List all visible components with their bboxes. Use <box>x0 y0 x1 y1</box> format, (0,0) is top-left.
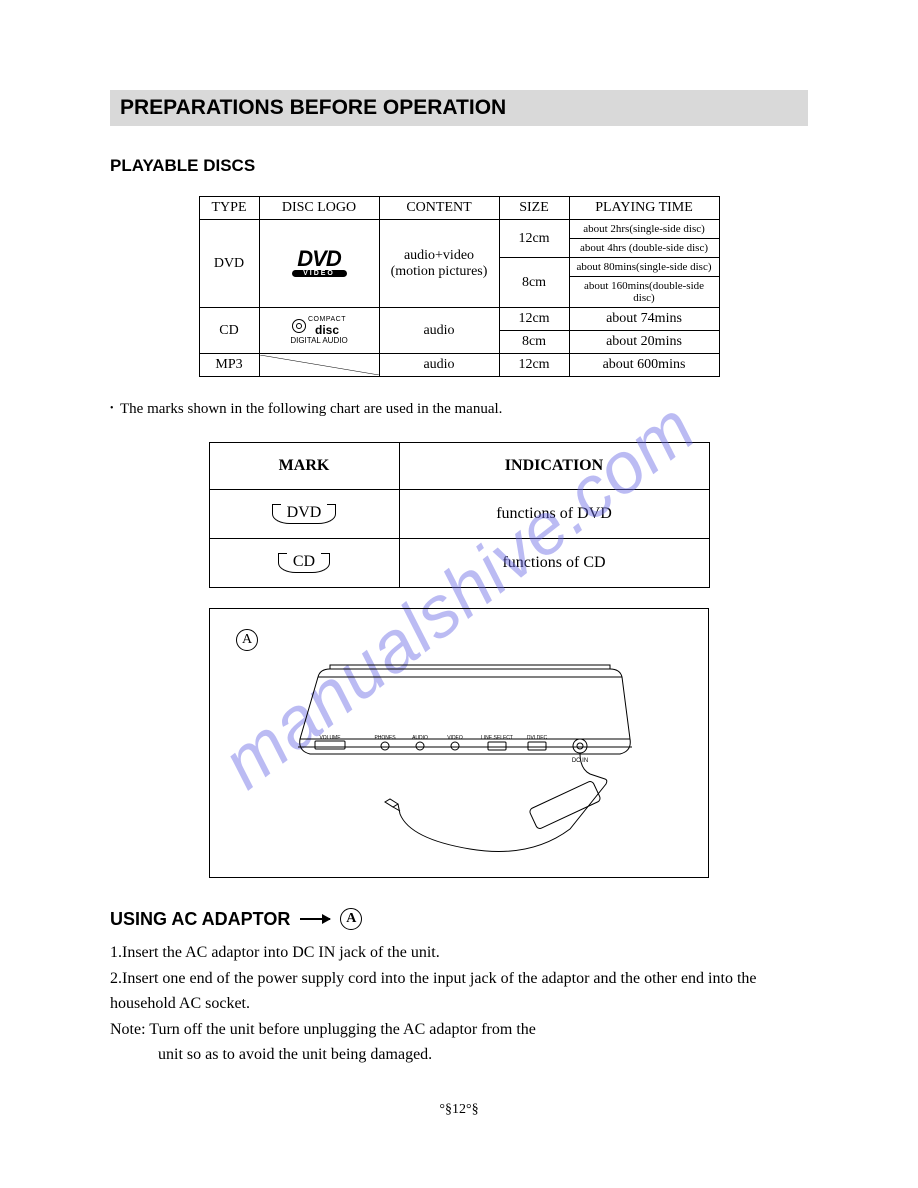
ac-adaptor-heading: USING AC ADAPTOR A <box>110 908 808 930</box>
dvd-time-8d: about 160mins(double-side disc) <box>569 277 719 308</box>
marker-a-icon: A <box>236 629 258 651</box>
cd-disc: disc <box>315 323 339 337</box>
cd-logo-cell: COMPACT disc DIGITAL AUDIO <box>259 308 379 354</box>
cd-size-12: 12cm <box>499 308 569 331</box>
label-lineselect: LINE SELECT <box>481 735 513 741</box>
step-1: 1.Insert the AC adaptor into DC IN jack … <box>110 940 808 966</box>
label-volume: VOLUME <box>319 735 341 741</box>
dvd-logo-text: DVD <box>297 246 340 271</box>
mark-table: MARK INDICATION DVD functions of DVD CD … <box>209 442 710 588</box>
label-audio: AUDIO <box>412 735 428 741</box>
th-logo: DISC LOGO <box>259 197 379 220</box>
dvd-time-8s: about 80mins(single-side disc) <box>569 258 719 277</box>
note-line-2: unit so as to avoid the unit being damag… <box>158 1042 808 1068</box>
mark-dvd: DVD <box>209 490 399 539</box>
cd-time-12: about 74mins <box>569 308 719 331</box>
note-text: The marks shown in the following chart a… <box>110 401 808 418</box>
dvd-time-12d: about 4hrs (double-side disc) <box>569 239 719 258</box>
device-diagram: A VOLUME PHONES AUDIO VIDEO LINE <box>209 608 709 878</box>
note-line-1: Note: Turn off the unit before unpluggin… <box>110 1017 808 1043</box>
slash-icon <box>260 355 379 375</box>
dvd-time-12s: about 2hrs(single-side disc) <box>569 220 719 239</box>
th-content: CONTENT <box>379 197 499 220</box>
label-phones: PHONES <box>374 735 396 741</box>
th-mark: MARK <box>209 443 399 490</box>
marker-a-ref-icon: A <box>340 908 362 930</box>
label-dvidec: DVI DEC <box>527 735 548 741</box>
arrow-icon <box>300 918 330 920</box>
mp3-size: 12cm <box>499 354 569 377</box>
cd-digital: DIGITAL AUDIO <box>266 337 373 346</box>
ind-cd: functions of CD <box>399 539 709 588</box>
playable-discs-heading: PLAYABLE DISCS <box>110 156 808 176</box>
label-dcin: DC IN <box>572 758 588 764</box>
label-video: VIDEO <box>447 735 463 741</box>
step-2: 2.Insert one end of the power supply cor… <box>110 966 808 1017</box>
th-type: TYPE <box>199 197 259 220</box>
dvd-size-8: 8cm <box>499 258 569 308</box>
cd-logo-icon: COMPACT disc DIGITAL AUDIO <box>266 315 373 346</box>
ac-heading-text: USING AC ADAPTOR <box>110 909 290 930</box>
mp3-time: about 600mins <box>569 354 719 377</box>
th-size: SIZE <box>499 197 569 220</box>
dvd-content: audio+video (motion pictures) <box>379 220 499 308</box>
th-time: PLAYING TIME <box>569 197 719 220</box>
ind-dvd: functions of DVD <box>399 490 709 539</box>
cd-content: audio <box>379 308 499 354</box>
cd-type: CD <box>199 308 259 354</box>
disc-icon <box>292 319 306 333</box>
dvd-player-icon: VOLUME PHONES AUDIO VIDEO LINE SELECT DV… <box>270 639 670 869</box>
disc-table: TYPE DISC LOGO CONTENT SIZE PLAYING TIME… <box>199 196 720 377</box>
cd-size-8: 8cm <box>499 331 569 354</box>
page-number: °§12°§ <box>0 1102 918 1118</box>
dvd-content-l1: audio+video <box>404 248 474 263</box>
mark-cd: CD <box>209 539 399 588</box>
th-indication: INDICATION <box>399 443 709 490</box>
cd-mark-icon: CD <box>278 553 330 573</box>
dvd-logo-cell: DVD VIDEO <box>259 220 379 308</box>
dvd-mark-icon: DVD <box>272 504 337 524</box>
mp3-content: audio <box>379 354 499 377</box>
cd-time-8: about 20mins <box>569 331 719 354</box>
dvd-type: DVD <box>199 220 259 308</box>
section-header: PREPARATIONS BEFORE OPERATION <box>110 90 808 126</box>
ac-instructions: 1.Insert the AC adaptor into DC IN jack … <box>110 940 808 1068</box>
dvd-size-12: 12cm <box>499 220 569 258</box>
dvd-content-l2: (motion pictures) <box>391 264 488 279</box>
dvd-logo-icon: DVD VIDEO <box>266 250 373 277</box>
mp3-type: MP3 <box>199 354 259 377</box>
mp3-logo <box>259 354 379 377</box>
